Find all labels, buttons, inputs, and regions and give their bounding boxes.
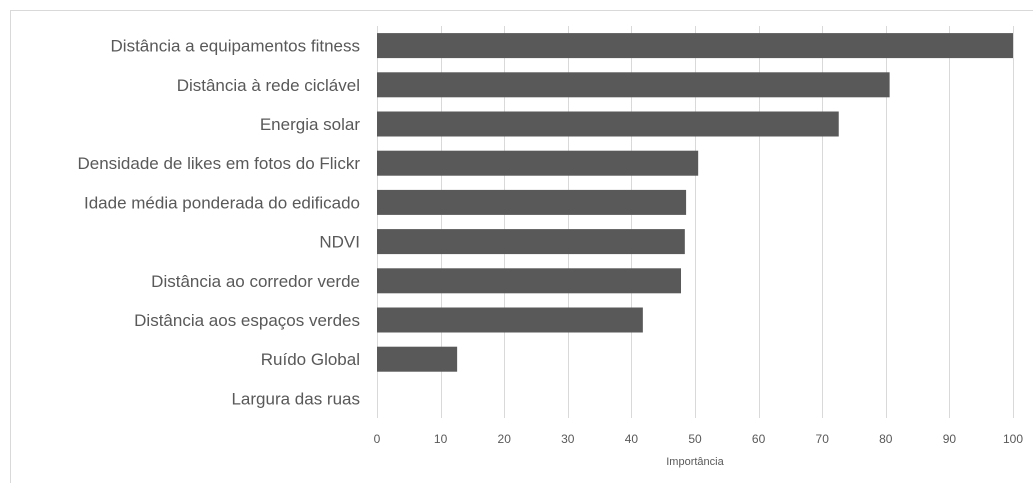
x-tick-label: 10 <box>434 432 448 446</box>
bar <box>377 111 839 137</box>
x-tick-label: 60 <box>752 432 766 446</box>
category-label: Distância ao corredor verde <box>151 272 360 291</box>
bar <box>377 189 687 215</box>
x-tick-label: 90 <box>943 432 957 446</box>
category-label: Densidade de likes em fotos do Flickr <box>77 154 360 173</box>
x-tick-label: 50 <box>688 432 702 446</box>
bar <box>377 72 890 98</box>
bar <box>377 307 643 333</box>
category-label: Energia solar <box>260 115 361 134</box>
x-tick-label: 70 <box>816 432 830 446</box>
category-label: Distância aos espaços verdes <box>134 311 360 330</box>
category-label: Idade média ponderada do edificado <box>84 193 360 212</box>
x-tick-label: 40 <box>625 432 639 446</box>
x-tick-label: 30 <box>561 432 575 446</box>
bars <box>377 33 1013 372</box>
bar <box>377 33 1013 59</box>
category-label: Ruído Global <box>261 350 360 369</box>
x-axis-title: Importância <box>666 456 724 468</box>
x-tick-label: 80 <box>879 432 893 446</box>
bar <box>377 150 699 176</box>
x-tick-label: 0 <box>374 432 381 446</box>
bar <box>377 229 685 255</box>
x-tick-label: 20 <box>498 432 512 446</box>
chart-frame <box>10 10 1033 483</box>
gridlines <box>377 26 1014 418</box>
category-label: Largura das ruas <box>231 389 360 408</box>
category-label: NDVI <box>319 233 360 252</box>
category-label: Distância a equipamentos fitness <box>111 37 360 56</box>
x-tick-labels: 0 10 20 30 40 50 60 70 80 90 100 <box>374 432 1024 446</box>
category-labels: Distância a equipamentos fitness Distânci… <box>77 37 360 409</box>
x-tick-label: 100 <box>1003 432 1023 446</box>
bar <box>377 346 458 372</box>
category-label: Distância à rede ciclável <box>177 76 360 95</box>
bar <box>377 268 682 294</box>
